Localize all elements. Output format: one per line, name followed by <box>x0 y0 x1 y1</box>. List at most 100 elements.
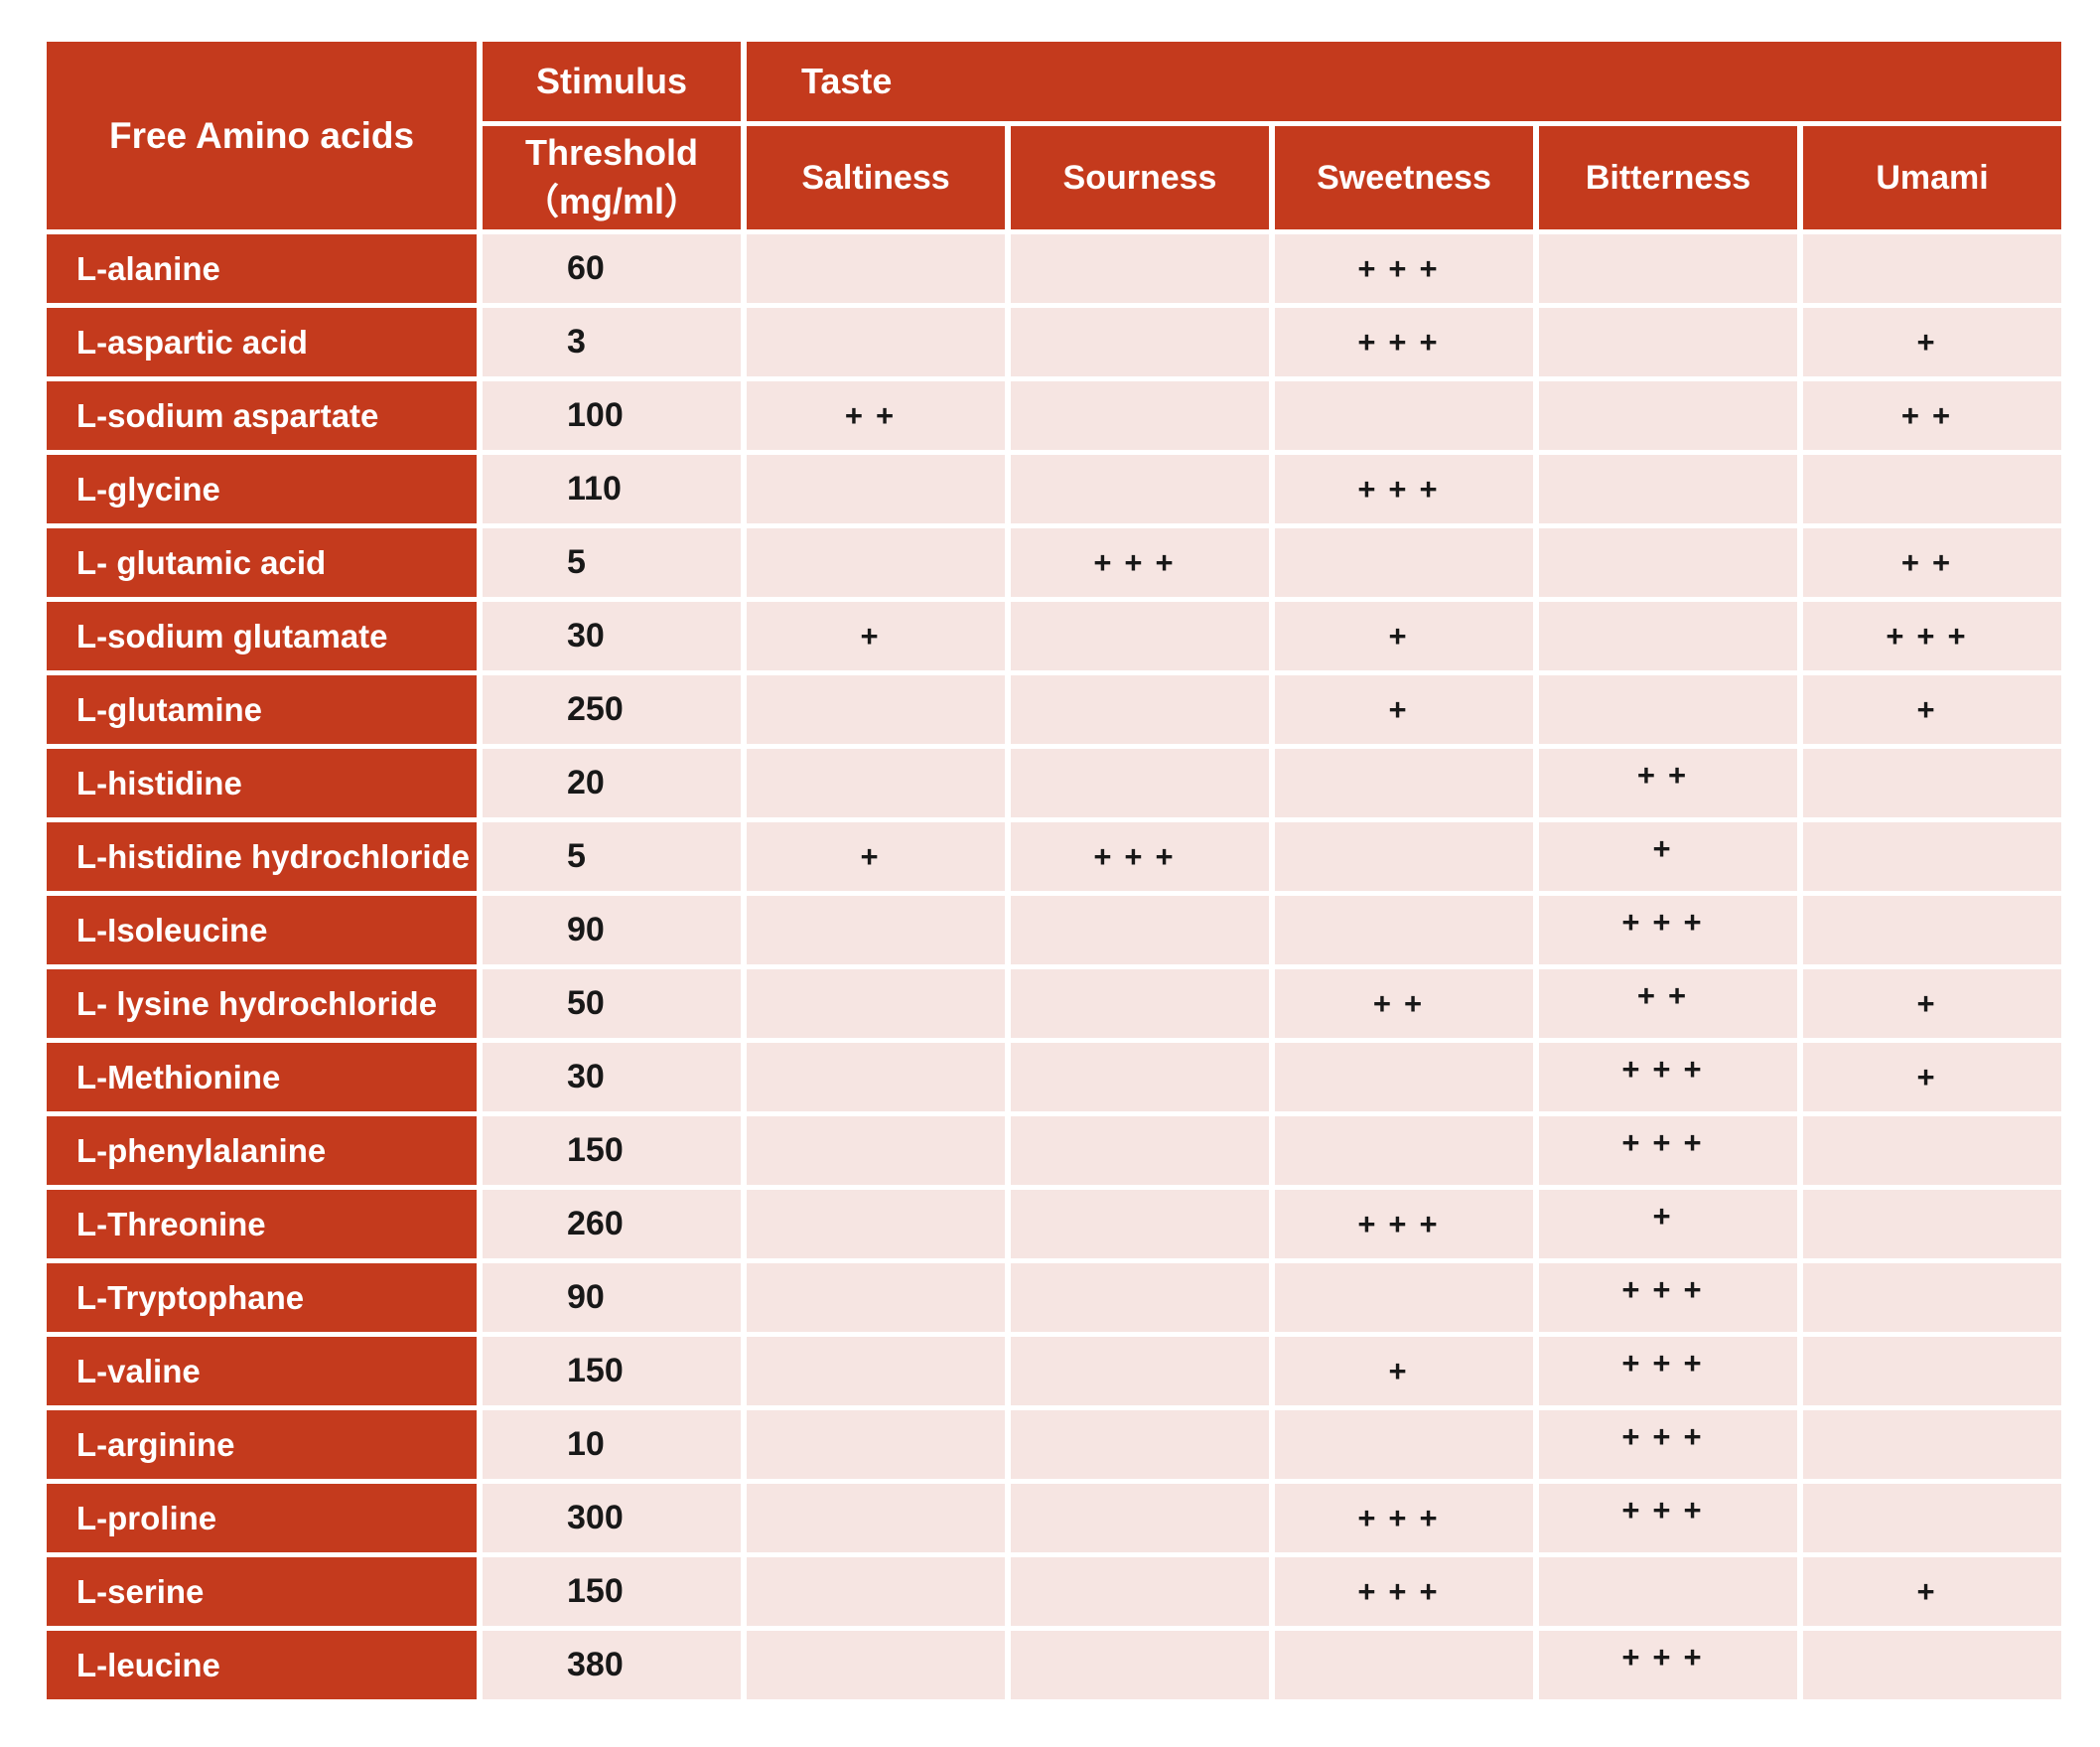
taste-intensity-value: +++ <box>1357 1206 1451 1241</box>
threshold-value-cell: 5 <box>483 528 741 597</box>
taste-cell-saltiness <box>747 234 1005 303</box>
taste-cell-saltiness <box>747 1263 1005 1332</box>
table-row: L-Threonine 260 +++ + <box>47 1190 2061 1258</box>
threshold-value-cell: 150 <box>483 1337 741 1405</box>
taste-intensity-value: +++ <box>1621 1492 1715 1528</box>
taste-intensity-value: + <box>860 618 892 654</box>
amino-acid-name-cell: L-serine <box>47 1557 477 1626</box>
header-threshold-line2: （mg/ml） <box>522 181 700 221</box>
taste-cell-sweetness: + <box>1275 602 1533 670</box>
taste-cell-umami <box>1803 1631 2061 1699</box>
table-row: L-glutamine 250 + + <box>47 675 2061 744</box>
threshold-value-cell: 110 <box>483 455 741 523</box>
taste-intensity-value: + <box>1388 618 1420 654</box>
taste-cell-saltiness <box>747 1043 1005 1111</box>
amino-acid-name-cell: L-Methionine <box>47 1043 477 1111</box>
taste-intensity-value: ++ <box>1636 757 1700 793</box>
taste-cell-bitterness: ++ <box>1539 749 1797 817</box>
table-row: L-glycine 110 +++ <box>47 455 2061 523</box>
taste-cell-sourness <box>1011 381 1269 450</box>
taste-cell-umami: + <box>1803 675 2061 744</box>
taste-cell-saltiness: + <box>747 822 1005 891</box>
taste-cell-bitterness: + <box>1539 822 1797 891</box>
threshold-value-cell: 90 <box>483 896 741 964</box>
amino-acid-name-cell: L-proline <box>47 1484 477 1552</box>
taste-intensity-value: + <box>1388 1353 1420 1388</box>
taste-intensity-value: +++ <box>1621 1051 1715 1087</box>
header-stimulus: Stimulus <box>483 42 741 121</box>
taste-cell-sourness <box>1011 1410 1269 1479</box>
taste-intensity-value: ++ <box>1636 977 1700 1013</box>
taste-cell-bitterness <box>1539 234 1797 303</box>
taste-cell-sweetness: +++ <box>1275 455 1533 523</box>
taste-cell-saltiness <box>747 675 1005 744</box>
taste-intensity-value: +++ <box>1357 1500 1451 1535</box>
taste-cell-saltiness <box>747 308 1005 376</box>
taste-cell-sweetness: +++ <box>1275 234 1533 303</box>
taste-intensity-value: + <box>1652 1198 1684 1234</box>
taste-cell-bitterness: +++ <box>1539 1116 1797 1185</box>
amino-acid-name-cell: L-leucine <box>47 1631 477 1699</box>
taste-cell-bitterness: +++ <box>1539 1043 1797 1111</box>
taste-intensity-value: +++ <box>1621 904 1715 940</box>
taste-cell-umami <box>1803 822 2061 891</box>
taste-cell-sweetness <box>1275 749 1533 817</box>
taste-intensity-value: +++ <box>1093 544 1187 580</box>
taste-intensity-value: + <box>1388 691 1420 727</box>
header-taste-bitterness: Bitterness <box>1539 126 1797 229</box>
taste-cell-umami: + <box>1803 1557 2061 1626</box>
taste-cell-sweetness: +++ <box>1275 1484 1533 1552</box>
taste-cell-umami <box>1803 1190 2061 1258</box>
threshold-value-cell: 90 <box>483 1263 741 1332</box>
taste-cell-sourness <box>1011 455 1269 523</box>
taste-cell-bitterness <box>1539 602 1797 670</box>
taste-cell-sourness <box>1011 1116 1269 1185</box>
taste-cell-bitterness: ++ <box>1539 969 1797 1038</box>
threshold-value-cell: 250 <box>483 675 741 744</box>
taste-cell-sourness <box>1011 1263 1269 1332</box>
taste-cell-bitterness <box>1539 308 1797 376</box>
table-row: L-proline 300 +++ +++ <box>47 1484 2061 1552</box>
taste-intensity-value: ++ <box>844 397 908 433</box>
taste-cell-umami: ++ <box>1803 528 2061 597</box>
taste-cell-sourness <box>1011 308 1269 376</box>
table-row: L-alanine 60 +++ <box>47 234 2061 303</box>
threshold-value-cell: 30 <box>483 1043 741 1111</box>
taste-cell-umami: ++ <box>1803 381 2061 450</box>
taste-intensity-value: +++ <box>1621 1271 1715 1307</box>
taste-cell-saltiness <box>747 969 1005 1038</box>
taste-cell-umami <box>1803 1263 2061 1332</box>
amino-acid-name-cell: L-Threonine <box>47 1190 477 1258</box>
threshold-value-cell: 10 <box>483 1410 741 1479</box>
taste-cell-sweetness <box>1275 1043 1533 1111</box>
taste-cell-saltiness <box>747 1484 1005 1552</box>
taste-cell-sourness <box>1011 749 1269 817</box>
taste-cell-bitterness <box>1539 528 1797 597</box>
threshold-value-cell: 100 <box>483 381 741 450</box>
header-row-top: Free Amino acids Stimulus Taste <box>47 42 2061 229</box>
taste-cell-saltiness <box>747 1116 1005 1185</box>
table-row: L-valine 150 + +++ <box>47 1337 2061 1405</box>
taste-cell-bitterness: +++ <box>1539 1337 1797 1405</box>
threshold-value-cell: 60 <box>483 234 741 303</box>
header-threshold: Threshold （mg/ml） <box>483 126 741 229</box>
taste-intensity-value: ++ <box>1372 985 1436 1021</box>
table-row: L- glutamic acid 5 +++ ++ <box>47 528 2061 597</box>
amino-acid-name-cell: L-Isoleucine <box>47 896 477 964</box>
amino-acid-name-cell: L-valine <box>47 1337 477 1405</box>
table-body: L-alanine 60 +++ L-aspartic acid 3 +++ + L-sodi… <box>47 234 2061 1699</box>
taste-cell-umami <box>1803 234 2061 303</box>
taste-cell-bitterness: +++ <box>1539 1484 1797 1552</box>
taste-cell-sweetness <box>1275 1116 1533 1185</box>
taste-cell-umami: + <box>1803 969 2061 1038</box>
taste-cell-saltiness: ++ <box>747 381 1005 450</box>
amino-acid-name-cell: L-phenylalanine <box>47 1116 477 1185</box>
amino-acid-name-cell: L-glutamine <box>47 675 477 744</box>
taste-cell-saltiness <box>747 1557 1005 1626</box>
header-row-bottom: Threshold （mg/ml） Saltiness Sourness Swe… <box>47 126 2061 229</box>
taste-cell-sweetness <box>1275 1631 1533 1699</box>
taste-cell-sourness <box>1011 234 1269 303</box>
header-taste-umami: Umami <box>1803 126 2061 229</box>
amino-acid-taste-table: Free Amino acids Stimulus Taste Threshol… <box>41 37 2067 1704</box>
taste-intensity-value: +++ <box>1357 1573 1451 1609</box>
